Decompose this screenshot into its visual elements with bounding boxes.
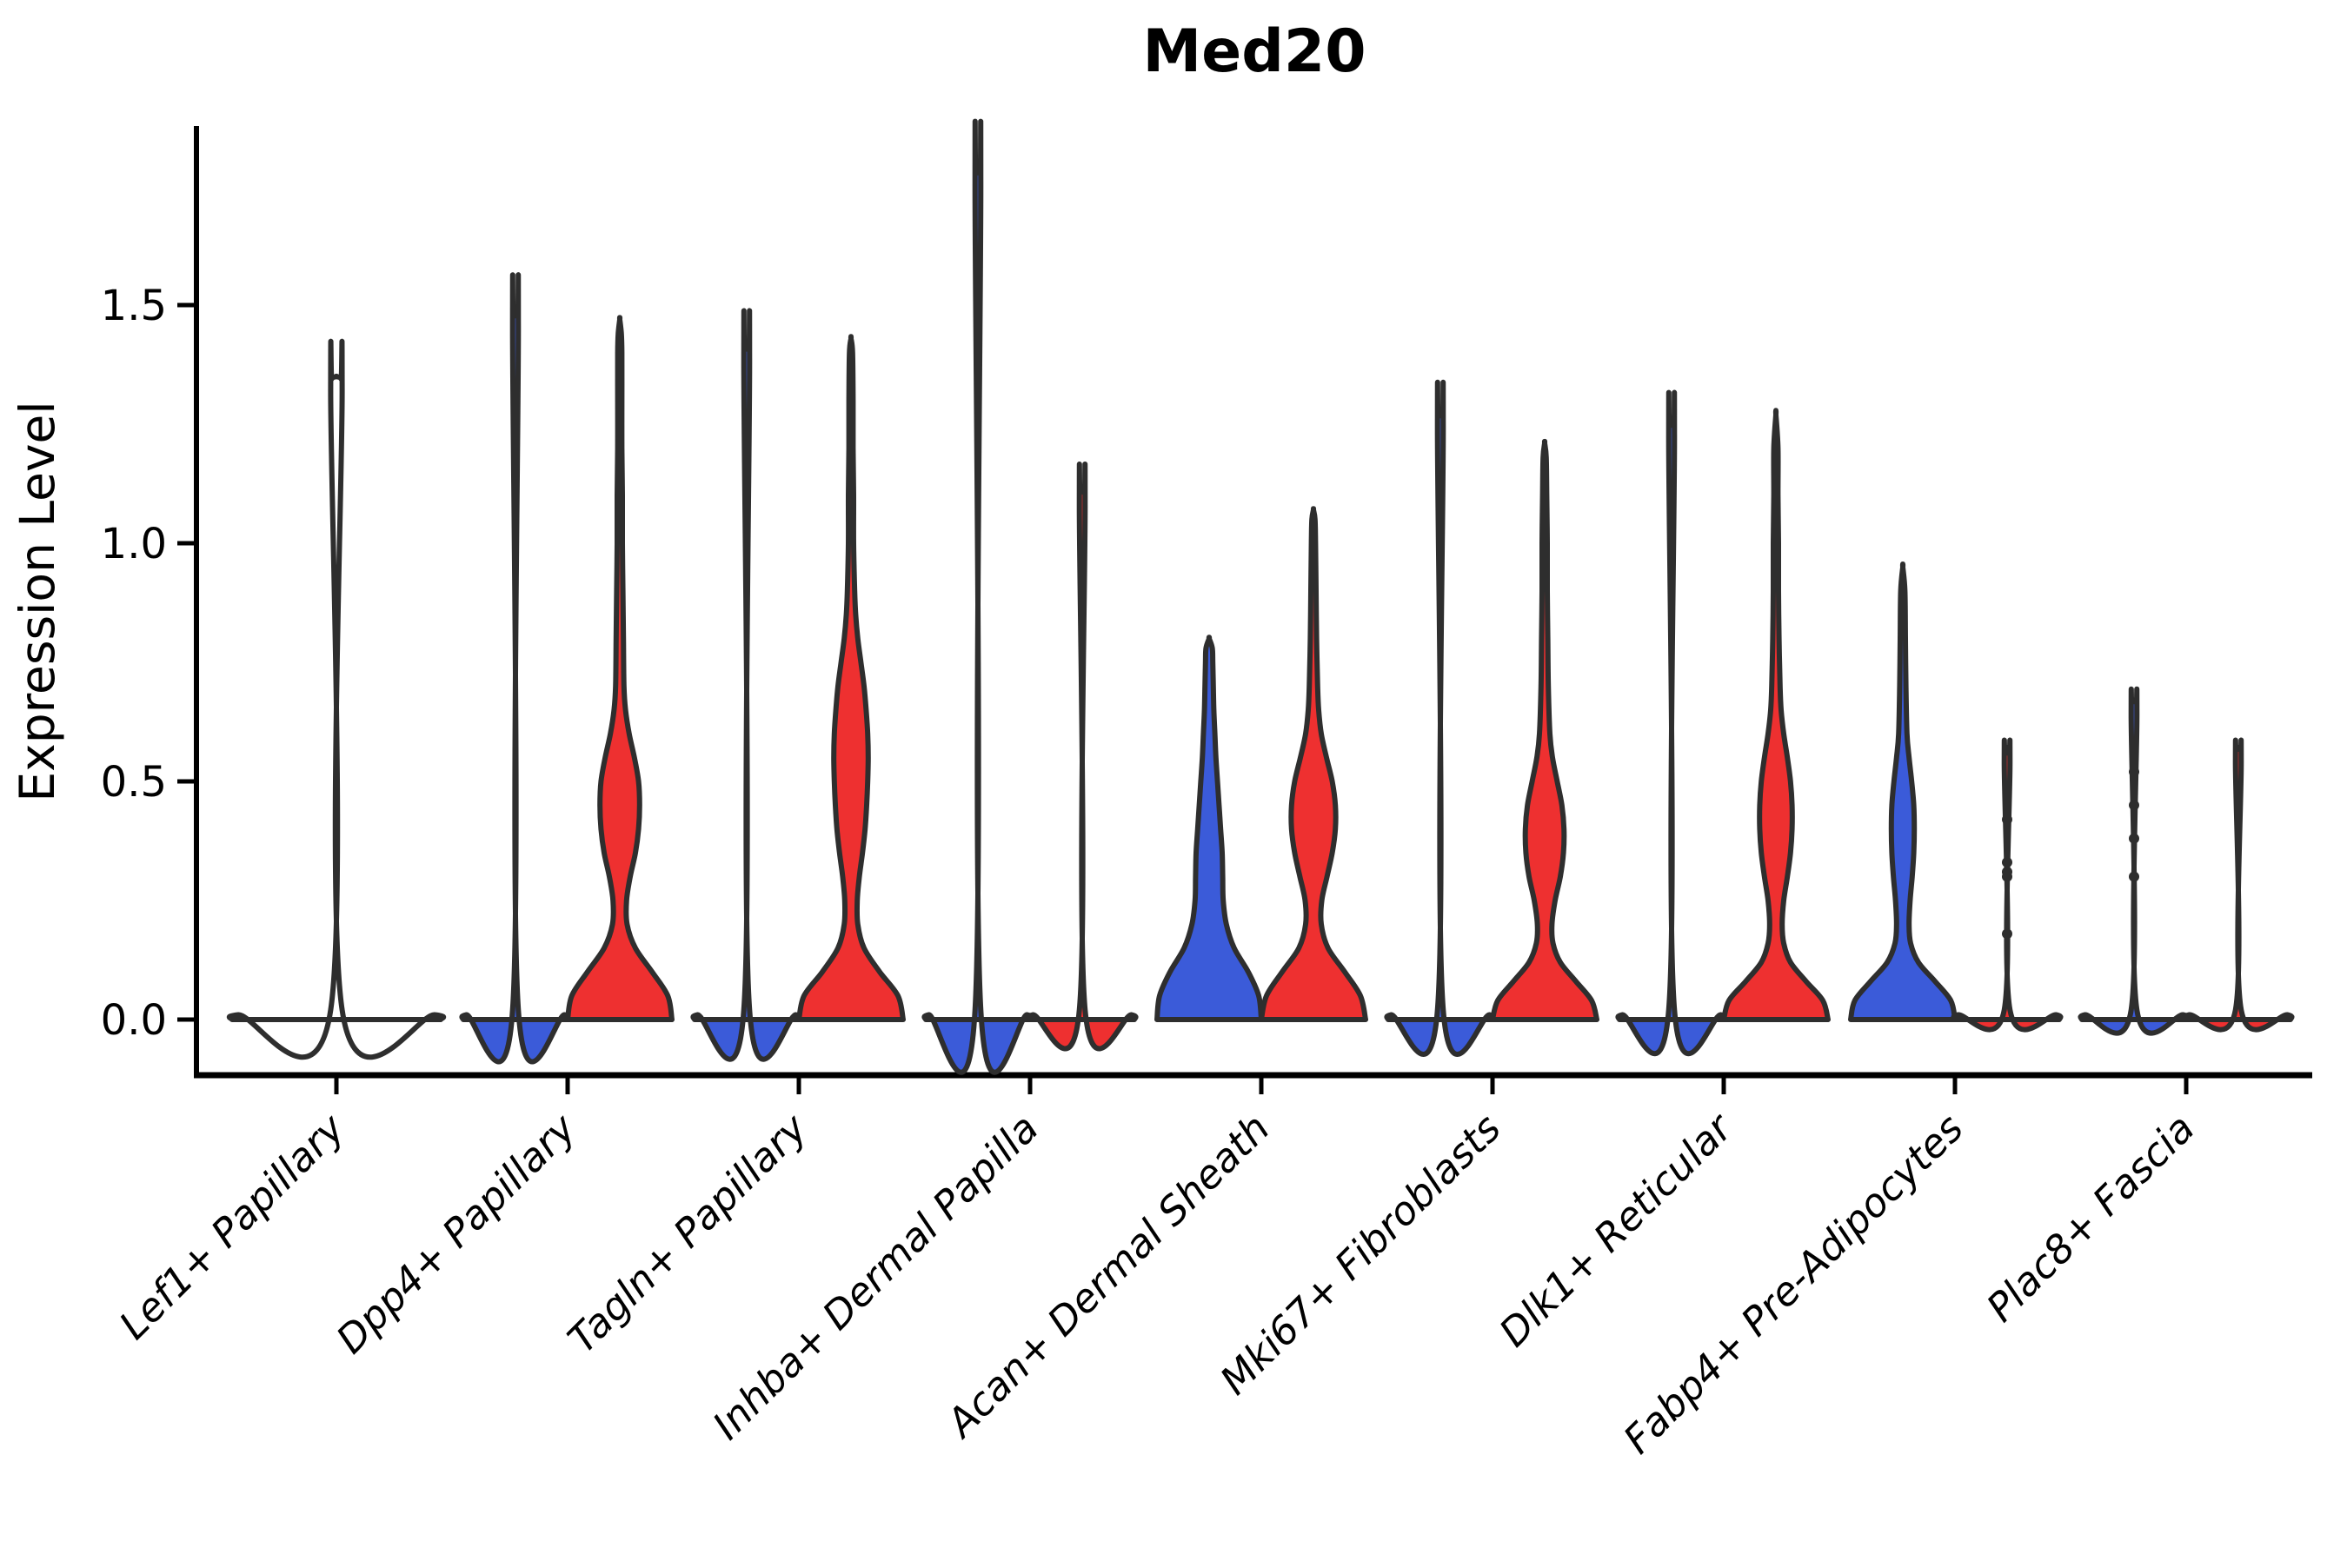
violin-spike	[1951, 737, 2064, 1033]
violin-body	[796, 334, 906, 1022]
jitter-dot	[2002, 814, 2012, 825]
violin-spike	[1384, 380, 1497, 1057]
jitter-dot	[2002, 857, 2012, 868]
jitter-dot	[2002, 871, 2012, 882]
violin-body	[1721, 408, 1831, 1022]
violin-body	[1154, 635, 1264, 1022]
jitter-dot	[2129, 767, 2139, 778]
violin-spike	[1026, 461, 1139, 1052]
jitter-dot	[2129, 871, 2139, 882]
violin-spike	[2182, 737, 2295, 1033]
violin-spike	[459, 272, 572, 1065]
violin-spike	[226, 338, 447, 1060]
x-tick-label: Tagln+ Papillary	[559, 1104, 817, 1362]
jitter-dot	[2129, 833, 2139, 844]
violin-body	[1490, 438, 1599, 1022]
y-tick-label: 1.5	[101, 282, 167, 330]
violin-body	[565, 315, 675, 1022]
jitter-dot	[2002, 928, 2012, 940]
y-tick-label: 1.0	[101, 520, 167, 568]
x-tick-label: Dpp4+ Papillary	[328, 1104, 586, 1362]
x-tick-label: Lef1+ Papillary	[110, 1104, 355, 1348]
y-axis-label: Expression Level	[10, 401, 65, 801]
jitter-dot	[2129, 800, 2139, 811]
y-tick-label: 0.0	[101, 996, 167, 1045]
violin-spike	[2078, 686, 2191, 1036]
violin-body	[1848, 561, 1958, 1022]
x-tick-label: Dlk1+ Reticular	[1490, 1104, 1742, 1356]
violin-spike	[1615, 389, 1728, 1056]
chart-title: Med20	[1142, 17, 1366, 86]
violin-body	[1259, 506, 1368, 1022]
jitter-dot	[2002, 745, 2012, 756]
violin-spike	[690, 308, 803, 1062]
y-tick-label: 0.5	[101, 758, 167, 807]
violin-spike	[921, 118, 1034, 1075]
x-tick-label: Plac8+ Fascia	[1978, 1105, 2204, 1331]
